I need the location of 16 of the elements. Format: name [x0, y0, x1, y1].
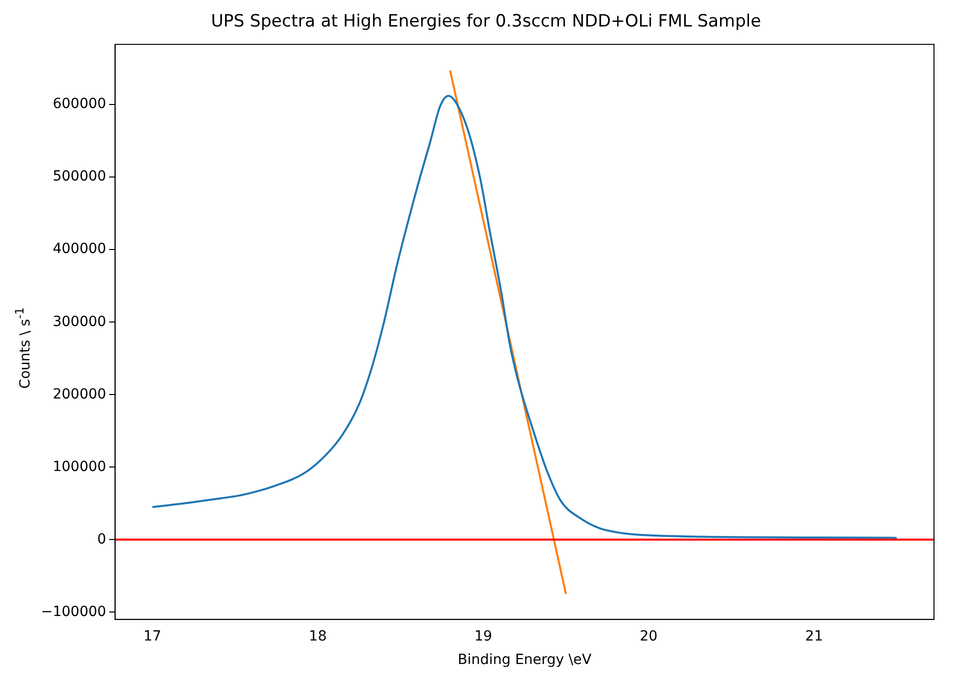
y-tick-label: 200000 [52, 386, 106, 402]
x-axis-title: Binding Energy \eV [458, 652, 592, 668]
y-tick-label: 600000 [52, 96, 106, 112]
line-series [151, 94, 898, 539]
x-tick-label: 20 [640, 628, 658, 644]
x-tick-label: 17 [143, 628, 162, 644]
y-tick-label: 500000 [52, 168, 106, 185]
y-tick-label: −100000 [40, 604, 106, 620]
y-tick-label: 300000 [52, 314, 106, 330]
x-tick-label: 21 [805, 628, 823, 644]
y-tick-label: 100000 [52, 458, 106, 475]
y-tick-label: 0 [97, 531, 106, 548]
x-tick-label: 18 [308, 628, 327, 644]
x-tick-label: 19 [474, 628, 492, 644]
y-tick-label: 400000 [52, 241, 106, 258]
chart-title: UPS Spectra at High Energies for 0.3sccm NDD+OLi FML Sample [210, 12, 762, 32]
